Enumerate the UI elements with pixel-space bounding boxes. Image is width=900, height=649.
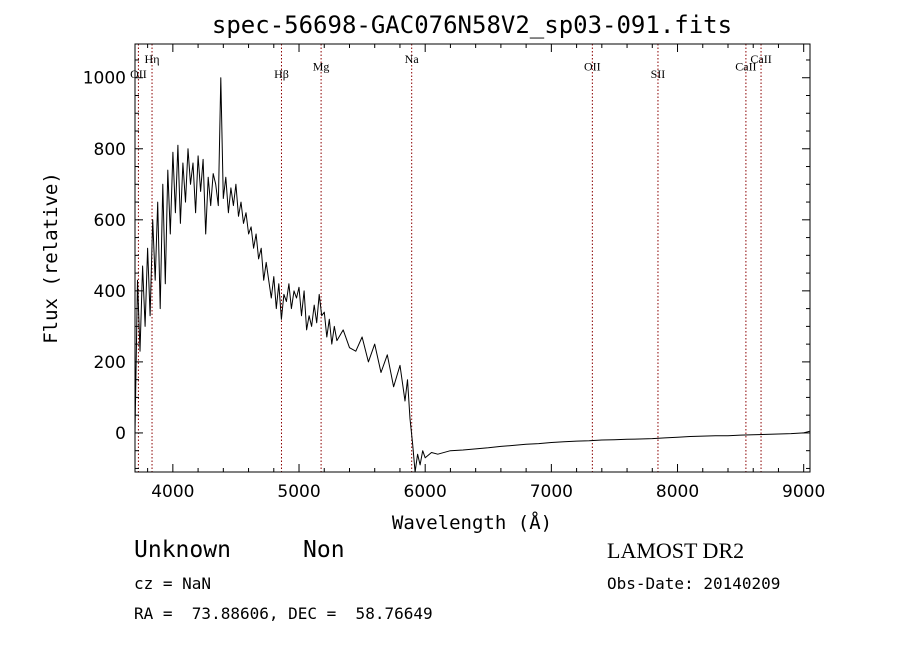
y-tick-label-2: 400: [94, 282, 126, 302]
y-tick-label-0: 0: [115, 424, 126, 444]
line-layer: [134, 77, 811, 473]
object-subclass: Non: [303, 537, 345, 563]
survey-name: LAMOST DR2: [607, 538, 745, 563]
redshift-cz: cz = NaN: [134, 574, 212, 593]
spectrum-line-0: [134, 77, 811, 473]
x-tick-label-1: 5000: [277, 482, 320, 502]
x-tick-label-0: 4000: [151, 482, 194, 502]
y-tick-label-3: 600: [94, 211, 126, 231]
x-tick-label-4: 8000: [656, 482, 699, 502]
x-axis-label: Wavelength (Å): [392, 511, 552, 534]
marker-label-2: Hβ: [274, 67, 289, 81]
marker-label-4: Na: [405, 52, 420, 66]
y-tick-label-5: 1000: [83, 69, 126, 89]
y-tick-label-1: 200: [94, 353, 126, 373]
object-class: Unknown: [134, 537, 231, 563]
marker-label-7: CaII: [735, 60, 756, 74]
marker-label-3: Mg: [313, 60, 330, 74]
plot-frame: [134, 43, 811, 473]
chart-title: spec-56698-GAC076N58V2_sp03-091.fits: [212, 11, 732, 39]
x-tick-label-2: 6000: [404, 482, 447, 502]
x-tick-label-5: 9000: [782, 482, 825, 502]
x-tick-label-3: 7000: [530, 482, 573, 502]
marker-label-6: SII: [651, 67, 666, 81]
marker-label-0: OII: [130, 67, 147, 81]
y-tick-label-4: 800: [94, 140, 126, 160]
coordinates: RA = 73.88606, DEC = 58.76649: [134, 604, 433, 623]
marker-label-8: CaII: [750, 52, 771, 66]
axis-layer: 4000 5000 6000 7000 8000 9000 0 200 400 600 800 100…: [83, 44, 825, 502]
marker-label-1: Hη: [145, 52, 160, 66]
observation-date: Obs-Date: 20140209: [607, 574, 781, 593]
marker-label-5: OII: [584, 60, 601, 74]
y-axis-label: Flux (relative): [40, 172, 62, 344]
